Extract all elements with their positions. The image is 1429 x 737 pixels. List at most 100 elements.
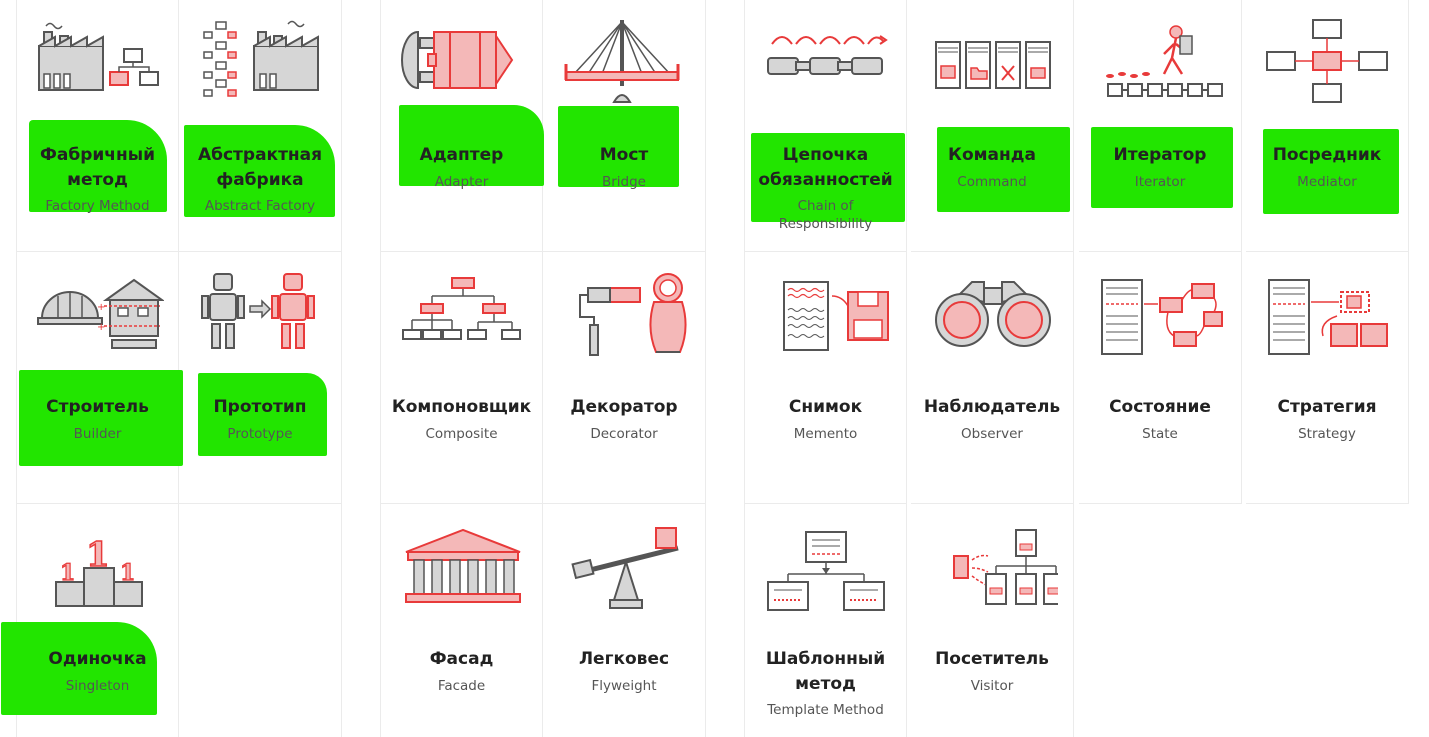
pattern-title-en: Iterator bbox=[1134, 174, 1186, 190]
binoculars-icon bbox=[911, 266, 1074, 366]
pattern-title-en: Abstract Factory bbox=[204, 198, 316, 214]
pattern-title-ru: Легковес bbox=[578, 649, 670, 669]
highlight-mark bbox=[29, 120, 167, 212]
pattern-title-en: Singleton bbox=[65, 678, 130, 694]
hardhat-house-icon: + + bbox=[17, 266, 180, 366]
pattern-card-memento[interactable]: Снимок Memento bbox=[744, 252, 907, 504]
temple-icon bbox=[381, 518, 544, 618]
pattern-title-ru: Посетитель bbox=[935, 649, 1049, 669]
pattern-title-ru: Наблюдатель bbox=[923, 397, 1061, 417]
pattern-title-en: Strategy bbox=[1298, 426, 1356, 442]
pattern-title-en: Chain of Responsibility bbox=[778, 198, 873, 232]
highlight-mark bbox=[751, 133, 905, 222]
pattern-card-facade[interactable]: Фасад Facade bbox=[380, 504, 543, 737]
pattern-title-en: State bbox=[1142, 426, 1178, 442]
highlight-mark bbox=[19, 370, 183, 466]
pattern-title-ru: Строитель bbox=[46, 397, 149, 417]
pattern-card-mediator[interactable]: Посредник Mediator bbox=[1246, 0, 1409, 252]
highlight-mark bbox=[184, 125, 335, 217]
pattern-card-chain-of-responsibility[interactable]: Цепочка обязанностей Chain of Responsibi… bbox=[744, 0, 907, 252]
pattern-title-en: Command bbox=[957, 174, 1027, 190]
highlight-mark bbox=[1091, 127, 1233, 208]
pattern-title-en: Facade bbox=[437, 678, 486, 694]
seesaw-icon bbox=[543, 518, 706, 618]
pattern-title-ru: Компоновщик bbox=[391, 397, 532, 417]
template-icon bbox=[745, 518, 908, 618]
pattern-card-prototype[interactable]: Прототип Prototype bbox=[179, 252, 342, 504]
pattern-title-ru: Цепочка обязанностей bbox=[758, 145, 893, 190]
svg-text:+: + bbox=[97, 322, 105, 333]
pattern-title-ru: Декоратор bbox=[570, 397, 678, 417]
pattern-title-en: Prototype bbox=[227, 426, 293, 442]
pattern-title-ru: Прототип bbox=[213, 397, 307, 417]
pattern-card-abstract-factory[interactable]: Абстрактная фабрика Abstract Factory bbox=[179, 0, 342, 252]
plug-adapter-icon bbox=[381, 14, 544, 114]
pattern-title-ru: Команда bbox=[948, 145, 1036, 165]
highlight-mark bbox=[937, 127, 1070, 212]
pattern-title-en: Mediator bbox=[1297, 174, 1357, 190]
pattern-card-iterator[interactable]: Итератор Iterator bbox=[1079, 0, 1242, 252]
hub-icon bbox=[1246, 14, 1409, 114]
pattern-title-en: Visitor bbox=[970, 678, 1014, 694]
pattern-title-ru: Абстрактная фабрика bbox=[197, 145, 323, 190]
pattern-title-en: Composite bbox=[425, 426, 498, 442]
chain-icon bbox=[745, 14, 908, 114]
pattern-card-state[interactable]: Состояние State bbox=[1079, 252, 1242, 504]
paint-roller-icon bbox=[543, 266, 706, 366]
pattern-title-ru: Шаблонный метод bbox=[765, 649, 886, 694]
bridge-icon bbox=[543, 14, 706, 114]
svg-text:1: 1 bbox=[86, 535, 110, 575]
pattern-title-en: Decorator bbox=[590, 426, 658, 442]
pattern-card-template-method[interactable]: Шаблонный метод Template Method bbox=[744, 504, 907, 737]
pattern-title-ru: Мост bbox=[599, 145, 649, 165]
pattern-title-ru: Состояние bbox=[1109, 397, 1211, 417]
svg-text:1: 1 bbox=[60, 560, 75, 586]
pattern-card-bridge[interactable]: Мост Bridge bbox=[543, 0, 706, 252]
pattern-title-ru: Фабричный метод bbox=[40, 145, 155, 190]
highlight-mark bbox=[198, 373, 327, 456]
highlight-mark bbox=[1, 622, 157, 715]
pattern-card-strategy[interactable]: Стратегия Strategy bbox=[1246, 252, 1409, 504]
tree-icon bbox=[381, 266, 544, 366]
pattern-title-en: Template Method bbox=[767, 702, 884, 718]
pattern-card-observer[interactable]: Наблюдатель Observer bbox=[911, 252, 1074, 504]
strategy-icon bbox=[1246, 266, 1409, 366]
factory-network-icon bbox=[179, 14, 342, 114]
pattern-title-en: Memento bbox=[793, 426, 858, 442]
highlight-mark bbox=[399, 105, 544, 186]
pattern-card-command[interactable]: Команда Command bbox=[911, 0, 1074, 252]
state-machine-icon bbox=[1079, 266, 1242, 366]
pattern-title-en: Flyweight bbox=[591, 678, 657, 694]
highlight-mark bbox=[1263, 129, 1399, 214]
robot-clone-icon bbox=[179, 266, 342, 366]
pattern-card-decorator[interactable]: Декоратор Decorator bbox=[543, 252, 706, 504]
pattern-title-ru: Итератор bbox=[1113, 145, 1207, 165]
pattern-title-ru: Снимок bbox=[788, 397, 863, 417]
svg-text:1: 1 bbox=[120, 560, 135, 586]
pattern-title-en: Bridge bbox=[601, 174, 646, 190]
pattern-card-singleton[interactable]: 1 1 1 Одиночка Singleton bbox=[1, 504, 180, 737]
hiker-path-icon bbox=[1079, 14, 1242, 114]
svg-text:+: + bbox=[97, 302, 105, 313]
command-panels-icon bbox=[911, 14, 1074, 114]
pattern-card-builder[interactable]: + + Строитель Builder bbox=[16, 252, 183, 504]
floppy-icon bbox=[745, 266, 908, 366]
pattern-card-flyweight[interactable]: Легковес Flyweight bbox=[543, 504, 706, 737]
pattern-title-en: Adapter bbox=[434, 174, 489, 190]
empty-card bbox=[179, 504, 342, 737]
pattern-title-en: Factory Method bbox=[45, 198, 150, 214]
visitor-icon bbox=[911, 518, 1074, 618]
pattern-card-adapter[interactable]: Адаптер Adapter bbox=[380, 0, 544, 252]
pattern-title-ru: Одиночка bbox=[48, 649, 147, 669]
pattern-title-ru: Фасад bbox=[429, 649, 494, 669]
highlight-mark bbox=[558, 106, 679, 187]
pattern-title-en: Observer bbox=[961, 426, 1023, 442]
pattern-title-en: Builder bbox=[73, 426, 122, 442]
pattern-card-composite[interactable]: Компоновщик Composite bbox=[380, 252, 543, 504]
pattern-card-factory-method[interactable]: Фабричный метод Factory Method bbox=[16, 0, 179, 252]
podium-icon: 1 1 1 bbox=[17, 518, 180, 618]
pattern-title-ru: Адаптер bbox=[419, 145, 504, 165]
pattern-title-ru: Посредник bbox=[1272, 145, 1382, 165]
factory-icon bbox=[17, 14, 180, 114]
pattern-card-visitor[interactable]: Посетитель Visitor bbox=[911, 504, 1074, 737]
